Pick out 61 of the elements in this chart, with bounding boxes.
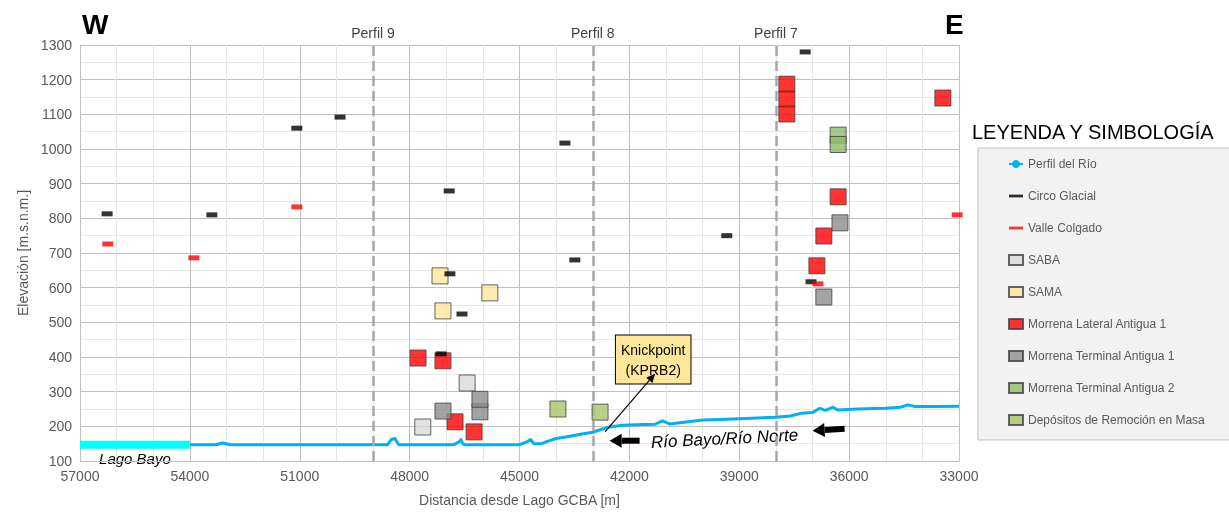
y-axis-title: Elevación [m.s.n.m.]: [14, 189, 31, 317]
point: [434, 402, 452, 420]
y-tick-label: 1300: [40, 37, 73, 53]
point: [808, 257, 826, 275]
y-tick-label: 200: [48, 418, 73, 435]
y-tick-label: 900: [48, 175, 73, 192]
x-tick-label: 42000: [609, 468, 650, 484]
ref-line-label: Perfil 8: [570, 25, 615, 41]
x-tick-label: 45000: [500, 468, 540, 484]
point: [414, 418, 432, 436]
point: [471, 390, 489, 408]
x-tick-label: 51000: [280, 468, 320, 484]
point: [829, 188, 847, 206]
line-series: [188, 403, 961, 447]
legend-label: Morrena Lateral Antigua 1: [1028, 317, 1167, 331]
legend-label: SAMA: [1028, 285, 1063, 299]
annotation: Río Bayo/Río Norte: [650, 425, 799, 452]
legend-label: Morrena Terminal Antigua 1: [1028, 349, 1175, 363]
point: [465, 423, 483, 441]
x-tick-label: 36000: [829, 468, 869, 484]
y-tick-label: 500: [48, 314, 73, 331]
y-tick-label: 700: [48, 245, 73, 261]
point: [458, 374, 476, 392]
x-tick-label: 33000: [939, 468, 979, 484]
x-tick-label: 57000: [60, 468, 100, 484]
ref-line-label: Perfil 7: [754, 25, 798, 41]
y-tick-label: 400: [48, 349, 73, 365]
point: [591, 403, 609, 421]
y-tick-label: 800: [48, 210, 73, 227]
point: [815, 288, 833, 306]
y-tick-label: 600: [48, 279, 73, 296]
legend-label: Valle Colgado: [1028, 221, 1103, 235]
y-tick-label: 300: [48, 383, 73, 400]
x-tick-label: 54000: [170, 468, 210, 484]
x-tick-label: 48000: [390, 468, 430, 484]
x-axis-title: Distancia desde Lago GCBA [m]: [419, 492, 620, 508]
point: [431, 267, 449, 285]
text: E: [945, 8, 964, 40]
ref-line-label: Perfil 9: [351, 25, 395, 41]
point: [815, 227, 833, 245]
y-tick-label: 100: [48, 453, 73, 469]
legend-label: Circo Glacial: [1028, 189, 1097, 203]
point: [409, 349, 427, 367]
point: [434, 302, 452, 320]
legend-label: Morrena Terminal Antigua 2: [1028, 381, 1175, 395]
x-tick-label: 39000: [719, 468, 759, 484]
point: [778, 105, 796, 123]
point: [831, 214, 849, 232]
legend-label: Perfil del Río: [1028, 157, 1098, 171]
y-tick-label: 1100: [41, 106, 73, 123]
legend-label: SABA: [1028, 253, 1061, 267]
point: [481, 284, 499, 302]
point: [549, 400, 567, 418]
legend-label: Depósitos de Remoción en Masa: [1028, 413, 1206, 427]
y-tick-label: 1200: [40, 71, 73, 88]
point: [934, 89, 952, 107]
annotation: Knickpoint (KPRB2): [620, 341, 686, 378]
y-tick-label: 1000: [40, 141, 73, 157]
legend-title: LEYENDA Y SIMBOLOGÍA: [972, 121, 1215, 143]
point: [829, 135, 847, 153]
text: W: [82, 8, 109, 40]
